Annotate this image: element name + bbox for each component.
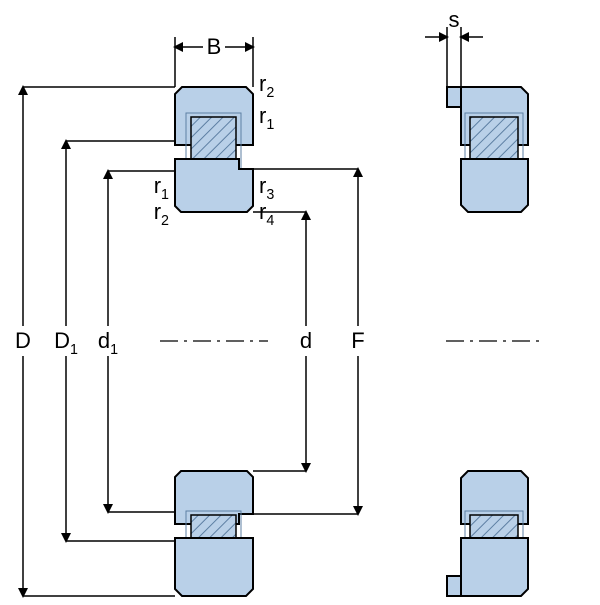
dim-D: D — [15, 328, 31, 353]
right-inner-ring-top — [461, 159, 528, 212]
dim-B: B — [207, 34, 222, 59]
dim-s: s — [449, 7, 460, 32]
right-outer-ring-bot — [461, 538, 528, 596]
dim-d: d — [300, 328, 312, 353]
dim-F: F — [351, 328, 364, 353]
left-outer-ring-bot — [175, 538, 253, 596]
bearing-diagram: DD1d1dFBsr2r1r1r2r3r4 — [0, 0, 600, 600]
